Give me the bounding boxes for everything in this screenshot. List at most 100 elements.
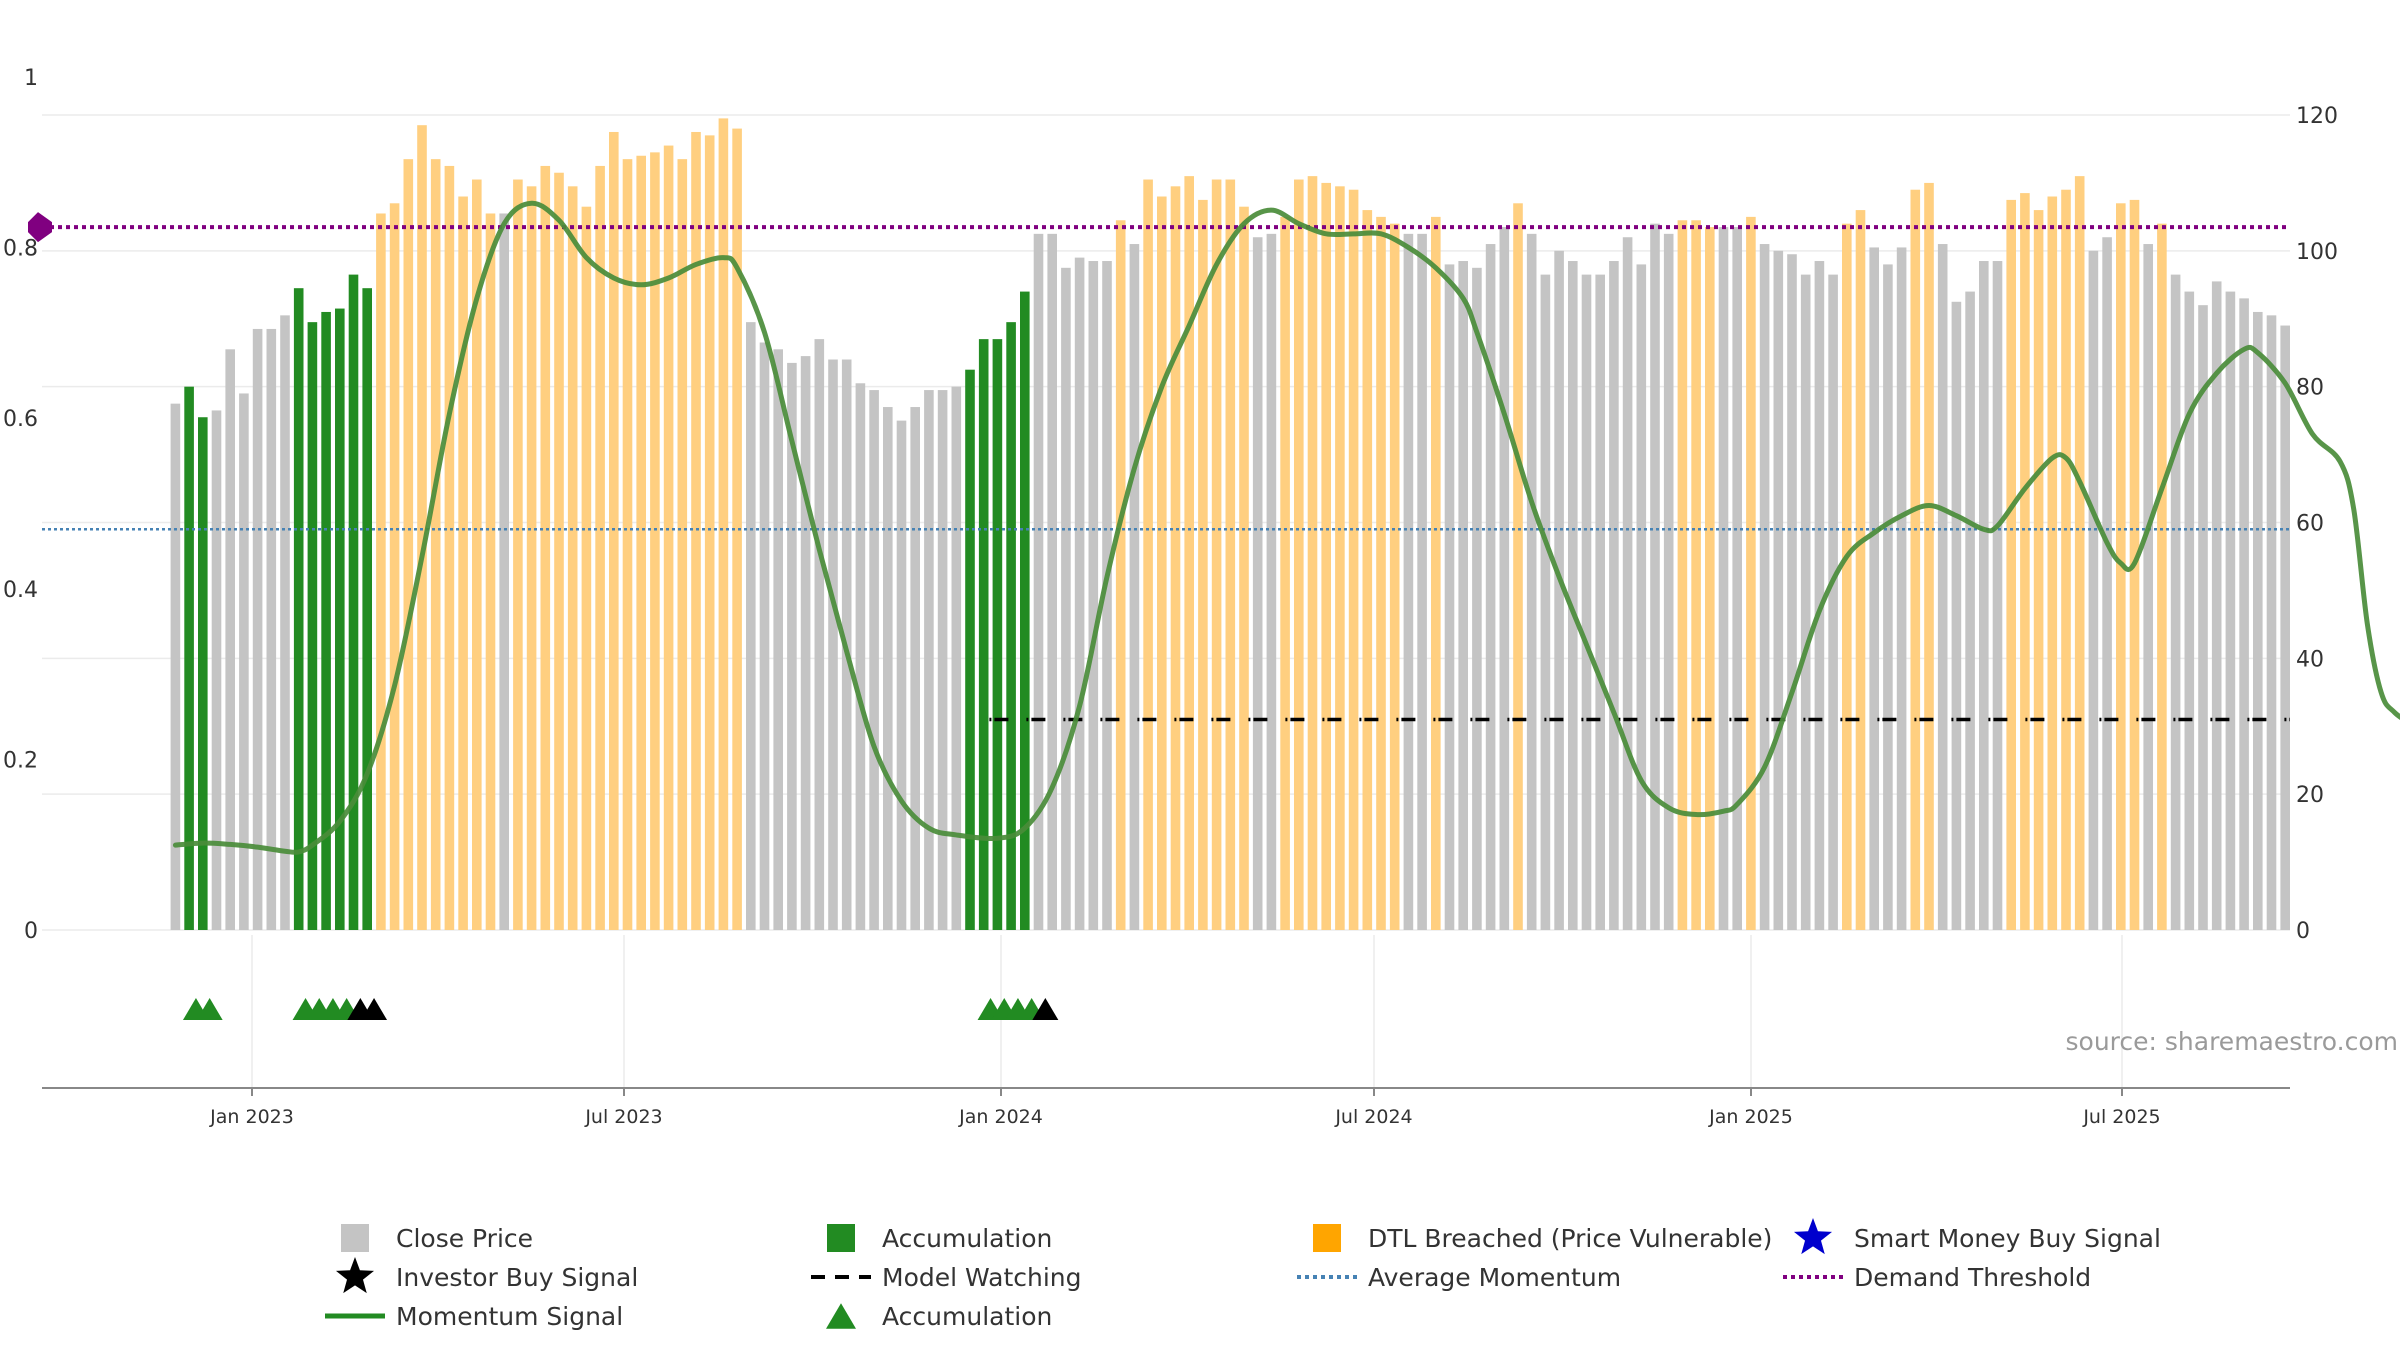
legend-label: Model Watching — [882, 1263, 1082, 1292]
close-price-bar — [1759, 244, 1770, 930]
close-price-bar — [1266, 233, 1277, 930]
close-price-bar — [1540, 274, 1551, 931]
legend-swatch — [1313, 1224, 1341, 1252]
close-price-bar — [1047, 233, 1057, 930]
close-price-bar — [1417, 233, 1427, 930]
close-price-bar — [1129, 244, 1140, 930]
close-price-bar — [1581, 274, 1592, 931]
investor-buy-marker — [1032, 997, 1059, 1021]
accumulation-bar — [348, 274, 359, 931]
dtl-breached-bar — [1280, 216, 1290, 930]
legend-item: Average Momentum — [1297, 1263, 1621, 1292]
accumulation-bar — [362, 288, 372, 930]
legend: Close Price Accumulation DTL Breached (Pri… — [325, 1218, 2161, 1331]
dtl-breached-bar — [2157, 223, 2167, 930]
close-price-bar — [1526, 233, 1537, 930]
dtl-breached-bar — [1157, 196, 1167, 930]
dtl-breached-bar — [1691, 220, 1701, 931]
accumulation-bar — [1006, 322, 1016, 930]
demand-threshold-marker — [28, 212, 52, 243]
accumulation-bar — [184, 386, 194, 931]
dtl-breached-bar — [691, 131, 701, 930]
close-price-bar — [1403, 233, 1414, 930]
dtl-breached-bar — [2020, 193, 2030, 930]
dtl-breached-bar — [2047, 196, 2058, 930]
dtl-breached-bar — [581, 206, 592, 930]
dtl-breached-bar — [732, 128, 742, 931]
close-price-bar — [1458, 261, 1468, 930]
close-price-bar — [2102, 237, 2112, 930]
dtl-breached-bar — [430, 159, 441, 931]
dtl-breached-bar — [1431, 216, 1441, 930]
dtl-breached-bar — [513, 179, 523, 931]
dtl-breached-bar — [1115, 220, 1126, 931]
dtl-breached-bar — [1225, 179, 1236, 931]
x-tick-label: Jul 2023 — [584, 1106, 662, 1128]
legend-label: Investor Buy Signal — [396, 1263, 638, 1292]
dtl-breached-bar — [636, 155, 646, 930]
close-price-bar — [924, 390, 934, 930]
legend-label: Momentum Signal — [396, 1302, 623, 1331]
left-axis-tick-label: 0.6 — [3, 407, 38, 432]
close-price-bar — [2280, 325, 2290, 931]
close-price-bar — [1485, 244, 1496, 930]
dtl-breached-bar — [609, 131, 619, 930]
accumulation-bar — [992, 339, 1003, 930]
bars-layer — [170, 118, 2290, 931]
legend-item: Accumulation — [827, 1224, 1052, 1253]
x-tick-label: Jul 2025 — [2082, 1106, 2160, 1128]
dtl-breached-bar — [704, 135, 715, 930]
accumulation-bar — [307, 322, 318, 930]
legend-item: Smart Money Buy Signal — [1793, 1218, 2161, 1255]
dtl-breached-bar — [1705, 227, 1715, 930]
close-price-bar — [814, 339, 825, 930]
dtl-breached-bar — [622, 159, 633, 931]
right-axis-tick-label: 120 — [2296, 104, 2338, 129]
legend-swatch — [341, 1224, 369, 1252]
close-price-bar — [951, 386, 962, 931]
accumulation-bar — [335, 308, 345, 930]
left-axis-tick-label: 0 — [24, 919, 38, 944]
source-label: source: sharemaestro.com — [2066, 1027, 2399, 1056]
right-axis-tick-label: 60 — [2296, 512, 2324, 537]
accumulation-bar — [965, 369, 975, 930]
close-price-bar — [1663, 233, 1674, 930]
close-price-bar — [2211, 281, 2222, 930]
legend-star-icon — [335, 1257, 375, 1294]
legend-swatch — [827, 1224, 855, 1252]
dtl-breached-bar — [1842, 223, 1852, 930]
close-price-bar — [1800, 274, 1811, 931]
momentum-signal-line — [172, 200, 2400, 855]
close-price-bar — [1499, 227, 1510, 930]
close-price-bar — [1773, 250, 1784, 931]
close-price-bar — [2198, 305, 2208, 931]
close-price-bar — [1636, 264, 1647, 931]
dtl-breached-bar — [1294, 179, 1304, 931]
legend-item: Accumulation — [826, 1302, 1052, 1331]
close-price-bar — [1554, 250, 1564, 931]
dtl-breached-bar — [389, 203, 400, 930]
close-price-bar — [225, 349, 235, 930]
close-price-bar — [2184, 291, 2195, 930]
close-price-bar — [1622, 237, 1633, 930]
close-price-bar — [1828, 274, 1838, 931]
dtl-breached-bar — [1924, 182, 1934, 930]
dtl-breached-bar — [1143, 179, 1153, 931]
left-axis-tick-label: 0.2 — [3, 748, 38, 773]
dtl-breached-bar — [472, 179, 482, 931]
legend-label: DTL Breached (Price Vulnerable) — [1368, 1224, 1772, 1253]
x-tick-label: Jan 2024 — [958, 1106, 1043, 1128]
close-price-bar — [499, 213, 509, 930]
dtl-breached-bar — [1184, 176, 1194, 930]
dtl-breached-bar — [2006, 199, 2016, 931]
close-price-bar — [746, 322, 756, 930]
close-price-bar — [1883, 264, 1893, 931]
close-price-bar — [1088, 261, 1099, 930]
close-price-bar — [800, 356, 811, 931]
dtl-breached-bar — [718, 118, 729, 931]
x-tick-label: Jan 2025 — [1708, 1106, 1793, 1128]
close-price-bar — [1992, 261, 2003, 930]
right-axis-tick-label: 100 — [2296, 240, 2338, 265]
close-price-bar — [170, 403, 181, 930]
